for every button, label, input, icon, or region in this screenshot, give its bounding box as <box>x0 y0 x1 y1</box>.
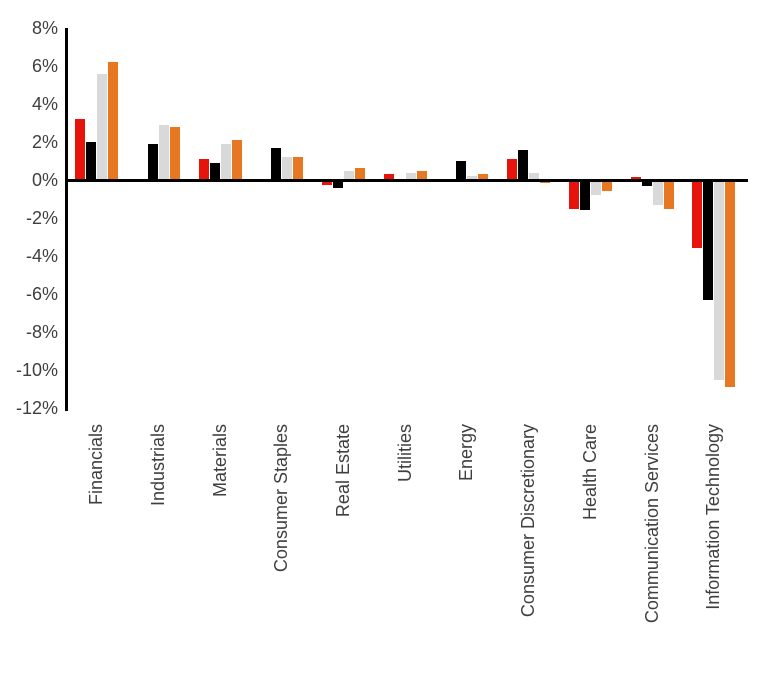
bar-series-orange-energy <box>478 174 489 180</box>
bar-series-black-consumer-staples <box>271 147 282 180</box>
bar-series-black-financials <box>86 142 97 180</box>
x-axis-category-label: Materials <box>209 424 230 498</box>
bar-series-black-communication-services <box>641 180 652 186</box>
bar-series-gray-consumer-staples <box>282 157 293 180</box>
bar-series-red-health-care <box>568 180 579 209</box>
y-axis-tick-label: -8% <box>25 322 58 342</box>
y-axis-tick-label: 2% <box>31 132 58 152</box>
bar-series-red-materials <box>198 159 209 180</box>
bar-series-black-information-technology <box>703 180 714 300</box>
bar-series-gray-communication-services <box>652 180 663 205</box>
y-axis-tick-label: 8% <box>31 18 58 38</box>
x-axis-category-label: Consumer Discretionary <box>518 424 539 618</box>
bar-series-orange-information-technology <box>725 180 736 388</box>
bar-series-gray-industrials <box>158 124 169 180</box>
y-axis-tick-label: -10% <box>15 360 58 380</box>
bar-series-red-consumer-discretionary <box>507 159 518 180</box>
bar-series-black-industrials <box>147 143 158 180</box>
x-axis-category-label: Information Technology <box>703 424 724 610</box>
y-axis-tick-label: -4% <box>25 246 58 266</box>
bar-series-black-real-estate <box>333 180 343 188</box>
bar-series-black-consumer-discretionary <box>518 149 529 180</box>
x-axis-category-label: Real Estate <box>333 424 353 518</box>
bar-series-orange-utilities <box>416 170 427 180</box>
bar-series-gray-health-care <box>590 180 601 196</box>
bar-series-red-utilities <box>383 174 394 180</box>
bar-series-orange-materials <box>231 140 242 180</box>
zero-baseline <box>65 178 748 182</box>
bar-series-orange-communication-services <box>663 180 674 209</box>
bar-series-red-information-technology <box>692 180 703 249</box>
y-axis-tick-label: -2% <box>25 208 58 228</box>
y-axis-tick-label: 0% <box>31 170 58 190</box>
bar-series-gray-utilities <box>405 173 416 180</box>
bar-series-orange-health-care <box>601 180 612 192</box>
bar-series-orange-real-estate <box>355 167 365 180</box>
bar-series-black-materials <box>209 162 220 180</box>
x-axis-category-label: Health Care <box>579 424 600 521</box>
bar-series-red-real-estate <box>322 180 332 185</box>
bar-series-gray-information-technology <box>714 180 725 380</box>
bar-series-orange-industrials <box>169 126 180 180</box>
bar-series-gray-real-estate <box>344 170 354 180</box>
x-axis-category-label: Industrials <box>147 424 168 507</box>
bar-series-gray-financials <box>97 73 108 180</box>
y-axis-tick-label: -12% <box>15 398 58 418</box>
bar-series-orange-consumer-staples <box>293 157 304 180</box>
bar-series-black-energy <box>456 161 467 180</box>
bar-series-gray-materials <box>220 143 231 180</box>
bar-series-red-financials <box>75 119 86 180</box>
y-axis-tick-label: 6% <box>31 56 58 76</box>
bar-series-black-health-care <box>579 180 590 211</box>
y-axis-line <box>65 28 68 411</box>
bar-series-orange-financials <box>108 62 119 180</box>
x-axis-category-label: Energy <box>456 424 477 482</box>
x-axis-category-label: Financials <box>86 424 107 506</box>
x-axis-category-label: Utilities <box>394 424 415 483</box>
y-axis-tick-label: -6% <box>25 284 58 304</box>
bar-series-gray-energy <box>467 176 478 180</box>
x-axis-category-label: Consumer Staples <box>271 424 292 573</box>
bar-series-gray-consumer-discretionary <box>529 173 540 180</box>
y-axis-tick-label: 4% <box>31 94 58 114</box>
x-axis-category-label: Communication Services <box>641 424 662 624</box>
